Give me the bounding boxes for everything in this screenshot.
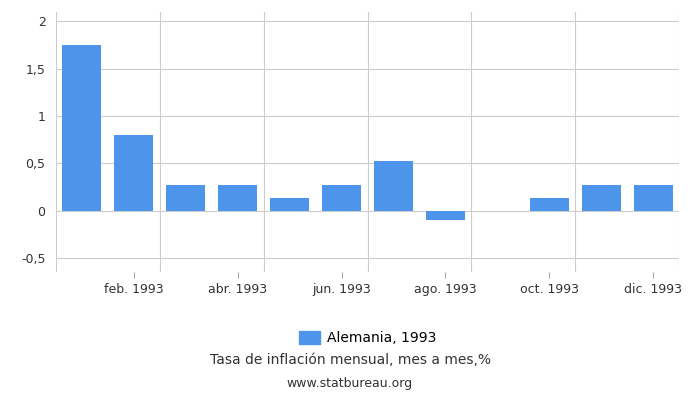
Bar: [530, 198, 568, 210]
Bar: [114, 135, 153, 210]
Legend: Alemania, 1993: Alemania, 1993: [293, 326, 442, 351]
Bar: [374, 161, 413, 210]
Bar: [582, 185, 621, 210]
Bar: [218, 185, 257, 210]
Text: Tasa de inflación mensual, mes a mes,%: Tasa de inflación mensual, mes a mes,%: [209, 353, 491, 367]
Bar: [322, 185, 361, 210]
Bar: [167, 185, 205, 210]
Bar: [270, 198, 309, 210]
Bar: [426, 210, 465, 220]
Text: www.statbureau.org: www.statbureau.org: [287, 378, 413, 390]
Bar: [634, 185, 673, 210]
Bar: [62, 45, 102, 210]
